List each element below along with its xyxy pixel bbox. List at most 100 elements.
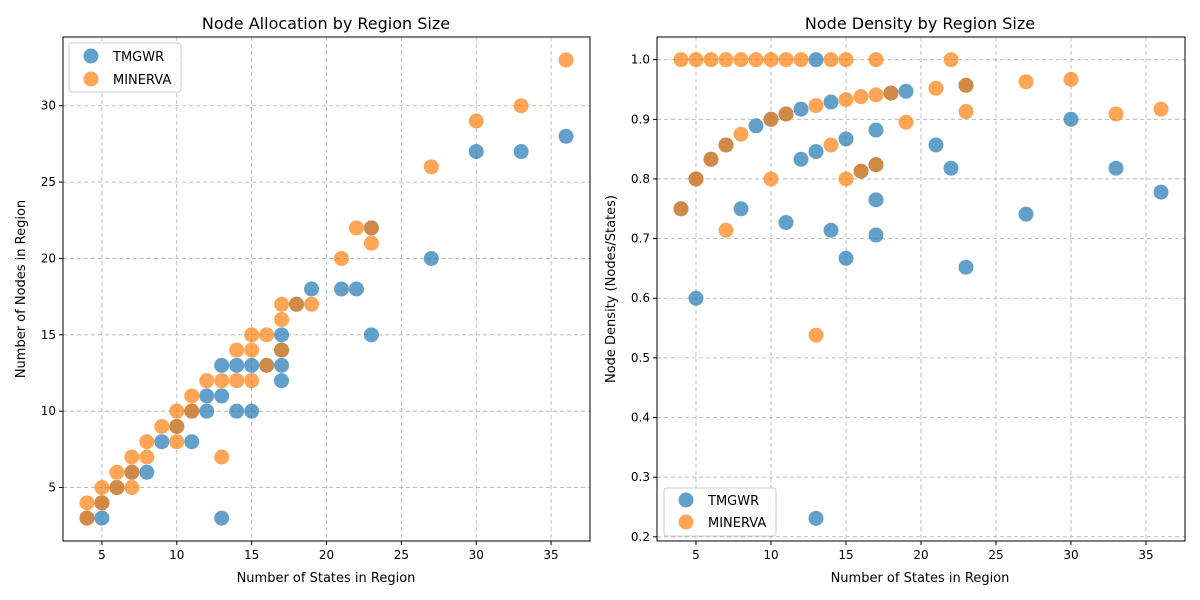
- legend-marker-tmgwr: [678, 492, 694, 508]
- data-point: [274, 342, 290, 358]
- data-point: [793, 52, 809, 68]
- data-point: [703, 151, 719, 167]
- data-point: [778, 106, 794, 122]
- data-point: [763, 171, 779, 187]
- data-point: [304, 281, 320, 297]
- data-point: [244, 373, 260, 389]
- data-point: [79, 510, 95, 526]
- legend: TMGWR MINERVA: [68, 42, 182, 93]
- data-point: [838, 52, 854, 68]
- data-point: [244, 342, 260, 358]
- data-point: [1063, 111, 1079, 127]
- data-point: [124, 480, 140, 496]
- y-tick-label: 5: [48, 481, 56, 495]
- data-point: [274, 327, 290, 343]
- data-point: [688, 52, 704, 68]
- y-tick-label: 15: [41, 328, 56, 342]
- data-point: [184, 434, 200, 450]
- node-allocation-chart: Node Allocation by Region Size 5 10 15 20 25…: [14, 14, 591, 586]
- data-point: [363, 220, 379, 236]
- data-point: [468, 113, 484, 129]
- data-point: [958, 104, 974, 120]
- data-point: [808, 144, 824, 160]
- y-tick-label: 0.7: [631, 232, 650, 246]
- data-point: [838, 92, 854, 108]
- x-tick-label: 5: [98, 548, 106, 562]
- data-point: [423, 159, 439, 175]
- x-tick-label: 10: [763, 548, 778, 562]
- data-point: [808, 510, 824, 526]
- data-point: [333, 250, 349, 266]
- y-tick-label: 10: [41, 404, 56, 418]
- data-point: [468, 144, 484, 160]
- data-point: [184, 403, 200, 419]
- y-axis-label: Node Density (Nodes/States): [604, 195, 619, 383]
- data-point: [838, 131, 854, 147]
- data-point: [363, 327, 379, 343]
- data-points: [79, 52, 574, 526]
- data-point: [214, 449, 230, 465]
- data-point: [808, 52, 824, 68]
- legend-marker-tmgwr: [83, 48, 99, 64]
- data-point: [928, 80, 944, 96]
- data-point: [868, 87, 884, 103]
- legend-label-minerva: MINERVA: [708, 516, 766, 531]
- data-point: [943, 160, 959, 176]
- axis-ticks: 5 10 15 20 25 30 35 5 10 15 20 25 30: [41, 99, 559, 562]
- data-point: [1018, 74, 1034, 90]
- data-point: [214, 373, 230, 389]
- data-point: [229, 373, 245, 389]
- data-point: [139, 434, 155, 450]
- data-point: [673, 201, 689, 217]
- data-point: [124, 464, 140, 480]
- data-point: [513, 98, 529, 114]
- legend-label-minerva: MINERVA: [113, 73, 171, 88]
- data-point: [363, 235, 379, 251]
- data-point: [79, 495, 95, 511]
- y-tick-label: 1.0: [631, 53, 650, 67]
- data-point: [244, 327, 260, 343]
- y-axis-label: Number of Nodes in Region: [14, 200, 29, 378]
- data-point: [348, 220, 364, 236]
- data-point: [169, 418, 185, 434]
- data-point: [154, 418, 170, 434]
- data-point: [928, 137, 944, 153]
- x-axis-label: Number of States in Region: [831, 571, 1010, 586]
- data-point: [958, 77, 974, 93]
- data-point: [868, 52, 884, 68]
- grid: [63, 37, 590, 541]
- data-point: [823, 52, 839, 68]
- data-point: [838, 171, 854, 187]
- data-point: [868, 122, 884, 138]
- data-point: [823, 137, 839, 153]
- data-point: [823, 222, 839, 238]
- data-point: [778, 214, 794, 230]
- data-points: [673, 52, 1169, 526]
- data-point: [169, 403, 185, 419]
- data-point: [808, 327, 824, 343]
- data-point: [793, 101, 809, 117]
- data-point: [823, 94, 839, 110]
- data-point: [259, 357, 275, 373]
- legend-label-tmgwr: TMGWR: [112, 50, 164, 65]
- data-point: [1153, 184, 1169, 200]
- data-point: [513, 144, 529, 160]
- data-point: [868, 227, 884, 243]
- data-point: [214, 357, 230, 373]
- y-tick-label: 0.4: [631, 411, 650, 425]
- data-point: [124, 449, 140, 465]
- data-point: [214, 510, 230, 526]
- data-point: [348, 281, 364, 297]
- data-point: [154, 434, 170, 450]
- data-point: [274, 296, 290, 312]
- data-point: [304, 296, 320, 312]
- data-point: [184, 388, 200, 404]
- data-point: [199, 373, 215, 389]
- data-point: [558, 128, 574, 144]
- x-tick-label: 35: [543, 548, 558, 562]
- chart-title: Node Density by Region Size: [805, 14, 1035, 33]
- x-tick-label: 25: [394, 548, 409, 562]
- data-point: [274, 312, 290, 328]
- x-tick-label: 20: [913, 548, 928, 562]
